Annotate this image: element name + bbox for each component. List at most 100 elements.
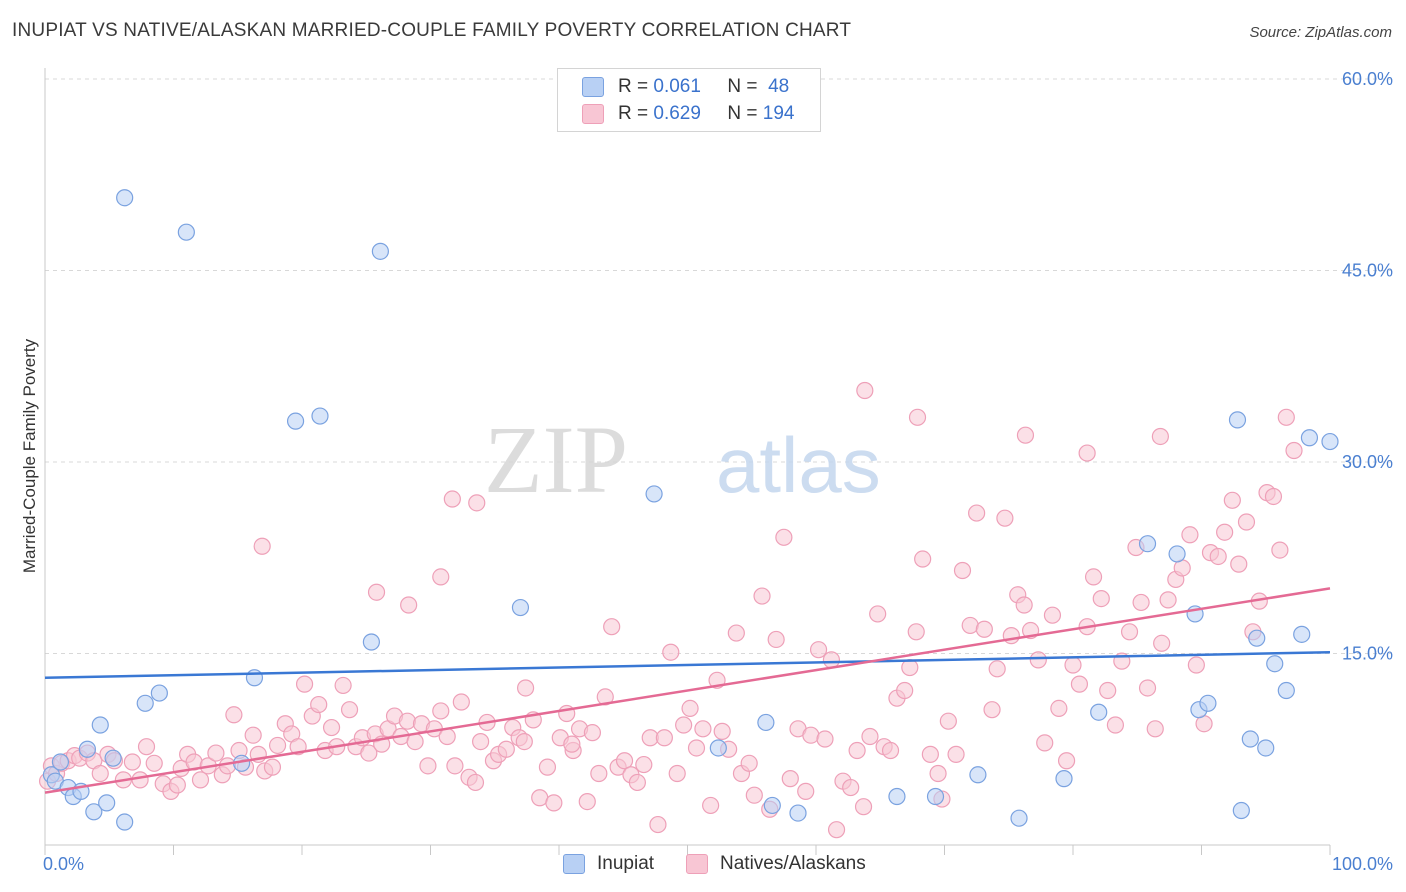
bottom-legend-inupiat: Inupiat — [563, 852, 654, 876]
native-point — [861, 727, 879, 746]
stats-legend: R = 0.061 N = 48 R = 0.629 N = 194 — [557, 68, 821, 132]
native-point — [1078, 444, 1096, 462]
native-point — [953, 561, 972, 580]
native-point — [398, 712, 416, 730]
inupiat-point — [1266, 655, 1284, 673]
inupiat-point — [789, 804, 807, 822]
native-point — [842, 778, 860, 797]
native-point — [1106, 716, 1125, 734]
native-point — [681, 699, 699, 717]
native-point — [1187, 656, 1205, 674]
native-point — [466, 773, 485, 792]
native-point — [497, 740, 515, 758]
native-point — [907, 623, 925, 641]
inupiat-point — [116, 813, 134, 831]
native-point — [1070, 675, 1089, 693]
native-point — [921, 745, 939, 763]
inupiat-swatch — [563, 854, 585, 874]
native-point — [310, 695, 328, 714]
native-point — [1209, 547, 1227, 566]
native-point — [816, 730, 834, 748]
y-tick-label: 60.0% — [1342, 69, 1393, 89]
native-point — [443, 490, 461, 508]
inupiat-point — [136, 694, 154, 712]
native-point — [1036, 734, 1054, 752]
native-point — [1138, 679, 1157, 697]
native-r-value: 0.629 — [653, 103, 701, 124]
native-point — [1271, 541, 1289, 559]
inupiat-point — [1241, 730, 1259, 748]
axes — [44, 68, 1331, 855]
native-point — [1132, 593, 1150, 612]
inupiat-points — [42, 189, 1339, 831]
native-point — [827, 821, 846, 839]
inupiat-point — [371, 242, 389, 260]
native-point — [1285, 441, 1303, 460]
native-point — [263, 758, 282, 776]
native-point — [775, 528, 793, 546]
native-point — [988, 660, 1006, 678]
inupiat-point — [511, 598, 530, 617]
native-point — [334, 676, 352, 695]
native-point — [929, 764, 947, 783]
inupiat-point — [1168, 545, 1186, 563]
inupiat-point — [1321, 432, 1339, 451]
native-point — [515, 732, 533, 751]
inupiat-point — [104, 749, 122, 767]
native-point — [340, 701, 359, 719]
inupiat-point — [51, 753, 70, 771]
native-point — [983, 701, 1001, 719]
inupiat-point — [98, 794, 116, 812]
native-point — [687, 739, 706, 757]
native-point — [675, 716, 693, 734]
native-point — [1064, 656, 1082, 674]
native-point — [869, 605, 887, 623]
native-point — [432, 702, 450, 720]
inupiat-point — [1010, 809, 1028, 827]
inupiat-point — [888, 787, 906, 806]
native-point — [590, 764, 608, 783]
native-point — [472, 732, 490, 751]
native-point — [295, 675, 314, 693]
native-point — [908, 408, 927, 426]
native-point — [168, 776, 186, 794]
native-point — [145, 754, 163, 772]
native-point — [881, 741, 900, 760]
native-swatch — [686, 854, 708, 874]
inupiat-point — [177, 223, 195, 241]
native-point — [1084, 568, 1103, 586]
native-point — [947, 745, 965, 763]
inupiat-point — [1277, 681, 1295, 700]
native-point — [896, 681, 914, 700]
native-point — [914, 550, 932, 568]
chart-title: INUPIAT VS NATIVE/ALASKAN MARRIED-COUPLE… — [12, 20, 852, 41]
inupiat-point — [709, 739, 727, 757]
native-point — [939, 712, 957, 730]
inupiat-point — [1248, 629, 1266, 647]
native-point — [740, 754, 758, 772]
native-point — [975, 620, 993, 638]
native-point — [655, 729, 673, 747]
legend-row-inupiat: R = 0.061 N = 48 — [582, 75, 789, 99]
native-point — [1099, 681, 1117, 700]
inupiat-point — [85, 803, 103, 821]
tick-labels: 15.0% 30.0% 45.0% 60.0% 0.0% 100.0% — [43, 69, 1393, 874]
native-point — [781, 770, 799, 788]
inupiat-point — [78, 740, 97, 758]
gridlines — [45, 78, 1392, 654]
native-point — [545, 794, 563, 812]
native-point — [615, 752, 634, 770]
native-legend-label: Natives/Alaskans — [720, 853, 866, 874]
native-point — [713, 722, 731, 740]
native-point — [452, 693, 470, 711]
native-point — [1264, 487, 1283, 506]
native-point — [1016, 426, 1035, 444]
bottom-legend-native: Natives/Alaskans — [686, 852, 866, 876]
native-point — [1237, 513, 1256, 531]
x-tick-label: 0.0% — [43, 854, 84, 874]
native-point — [961, 616, 979, 635]
source-label: Source: ZipAtlas.com — [1249, 24, 1392, 41]
native-point — [702, 796, 720, 815]
native-point — [1146, 720, 1164, 738]
native-point — [1216, 523, 1234, 541]
